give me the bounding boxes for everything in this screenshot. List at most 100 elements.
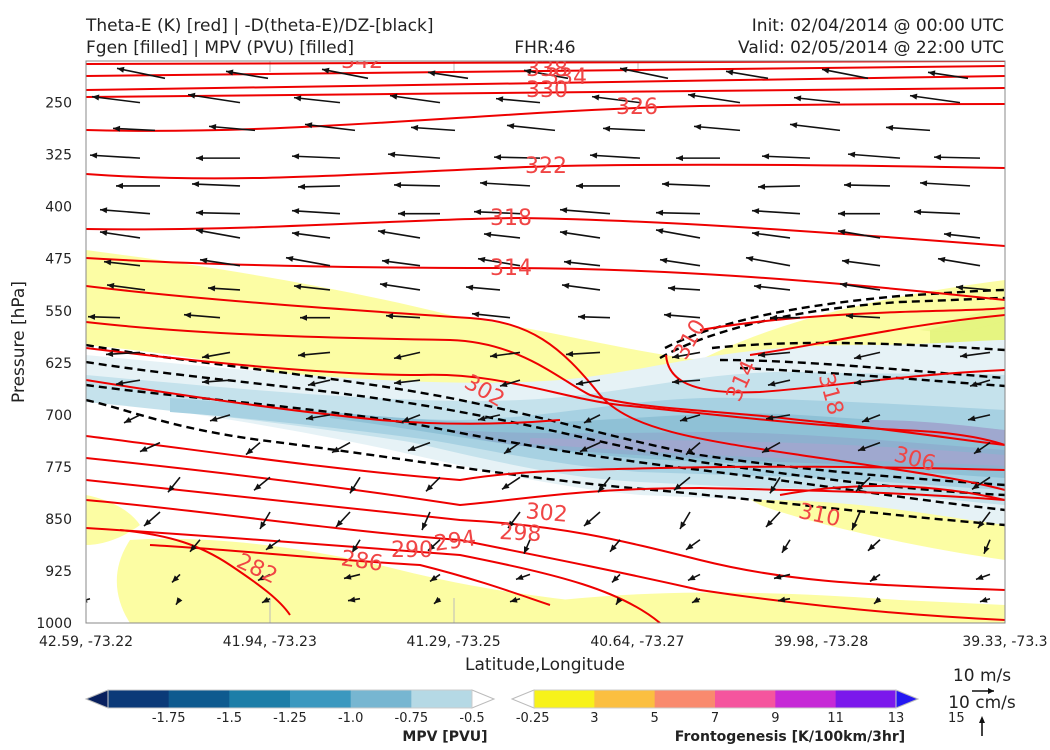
wind-vector	[381, 258, 421, 267]
wind-vector	[499, 379, 521, 388]
mpv-colorbar-title: MPV [PVU]	[402, 729, 487, 745]
contour-label: 314	[490, 256, 532, 281]
wind-vector	[191, 181, 241, 188]
wind-vector	[291, 153, 341, 160]
wind-vector	[509, 596, 521, 603]
wind-vector	[685, 539, 701, 551]
wind-vector	[857, 441, 881, 452]
y-tick-label: 625	[45, 356, 72, 372]
y-tick-label: 550	[45, 304, 72, 320]
wind-vector	[853, 379, 881, 386]
wind-vector	[745, 255, 791, 267]
wind-vector	[257, 573, 271, 582]
contour-labels: 342 338 334 330 326 322 318 314 310 314 …	[232, 57, 938, 589]
wind-vector	[103, 259, 141, 267]
wind-vector	[379, 282, 421, 291]
wind-vector	[619, 66, 669, 80]
wind-vector	[291, 208, 341, 215]
wind-vector	[583, 414, 601, 424]
contour-label: 294	[433, 526, 478, 557]
wind-vector	[385, 313, 421, 320]
colorbar-extend-high	[895, 689, 920, 709]
y-axis-ticks: 250 325 400 475 550 625 700 775 850 925 1000	[36, 96, 72, 632]
wind-vector	[673, 476, 691, 491]
colorbar-tick-label: -0.75	[395, 711, 429, 726]
wind-vector	[671, 378, 701, 385]
colorbar-tick-label: -0.5	[459, 711, 484, 726]
wind-vector	[725, 69, 769, 80]
wind-vector	[576, 182, 620, 189]
wind-vector	[183, 312, 221, 319]
colorbar-swatch	[350, 690, 412, 708]
wind-vector	[321, 67, 369, 80]
contour-label: 334	[545, 65, 587, 90]
wind-vector	[591, 94, 641, 104]
wind-vector	[761, 441, 781, 454]
contour-label: 326	[616, 95, 658, 120]
y-tick-label: 925	[45, 564, 72, 580]
colorbar-swatch	[715, 690, 776, 708]
wind-vector	[293, 283, 331, 291]
x-tick-label: 42.59, -73.22	[39, 634, 133, 650]
y-tick-label: 400	[45, 200, 72, 216]
wind-vector	[99, 229, 141, 239]
wind-vector	[563, 259, 601, 267]
wind-vector	[523, 68, 569, 80]
colorbar-extend-low	[84, 689, 109, 709]
wind-vector	[769, 476, 781, 494]
wind-vector	[611, 573, 621, 583]
colorbar-tick-label: -1.75	[152, 711, 186, 726]
wind-vector	[347, 596, 361, 603]
wind-vector	[983, 539, 991, 555]
wind-vector	[770, 314, 800, 321]
contour-label: 298	[499, 520, 542, 547]
wind-vector	[196, 155, 240, 162]
wind-vector	[757, 351, 791, 358]
wind-vector	[99, 207, 151, 215]
wind-vector	[171, 573, 181, 583]
wind-vector	[885, 124, 931, 132]
colorbar-tick-label: -1.25	[273, 711, 307, 726]
x-tick-label: 39.98, -73.28	[774, 634, 868, 650]
colorbar-swatch	[411, 690, 473, 708]
y-tick-label: 325	[45, 148, 72, 164]
wind-vector	[393, 182, 441, 189]
wind-vector	[685, 441, 701, 456]
wind-vector	[559, 207, 611, 215]
mpv-colorbar: -1.75 -1.5 -1.25 -1.0 -0.75 -0.5 -0.25	[84, 689, 549, 726]
wind-vector	[201, 378, 231, 385]
wind-vector	[671, 351, 701, 360]
wind-vector	[477, 414, 501, 422]
wind-vector	[208, 124, 256, 132]
wind-vector	[851, 511, 861, 531]
y-tick-label: 700	[45, 408, 72, 424]
wind-vector	[565, 351, 601, 357]
wind-vector	[589, 152, 641, 159]
y-tick-label: 475	[45, 252, 72, 268]
wind-vector	[927, 70, 969, 80]
wind-vector	[679, 511, 691, 530]
colorbar-tick-label: 3	[590, 711, 598, 726]
contour-label: 338	[526, 57, 568, 82]
wind-vector	[421, 511, 431, 531]
frontogenesis-colorbar: 3 5 7 9 11 13 15	[510, 689, 965, 726]
y-tick-label: 775	[45, 460, 72, 476]
title-left-line-1: Theta-E (K) [red] | -D(theta-E)/DZ-[blac…	[85, 16, 434, 36]
colorbar-swatch	[229, 690, 291, 708]
wind-vector	[853, 351, 881, 360]
forecast-hour-label: FHR:46	[514, 38, 575, 58]
wind-vector	[305, 414, 331, 421]
wind-vector	[841, 258, 881, 267]
wind-vector	[123, 414, 141, 424]
wind-vector	[187, 92, 241, 104]
wind-vector	[523, 539, 531, 555]
wind-vector	[495, 96, 541, 104]
wind-vector	[767, 379, 791, 387]
wind-vector	[175, 597, 183, 606]
wind-vector	[199, 257, 241, 267]
x-tick-label: 40.64, -73.27	[590, 634, 684, 650]
wind-vector	[407, 441, 431, 452]
wind-vector	[793, 95, 841, 104]
wind-vector	[335, 511, 351, 528]
wind-vector	[777, 596, 791, 603]
